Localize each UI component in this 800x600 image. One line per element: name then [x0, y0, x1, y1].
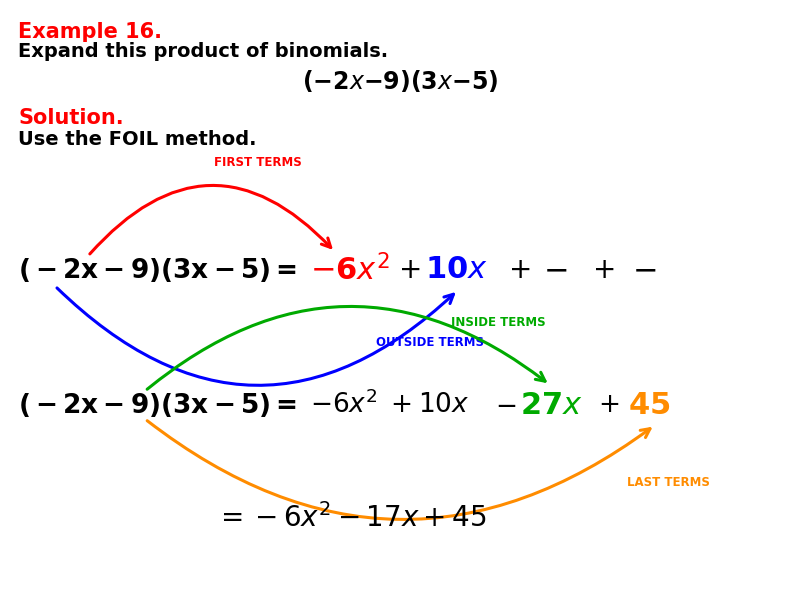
Text: Example 16.: Example 16. — [18, 22, 162, 42]
Text: $-$: $-$ — [632, 256, 656, 284]
Text: $10x$: $10x$ — [418, 392, 470, 418]
Text: $\bf{(}-2x-9\bf{)(}3x-\bf{5)}=$: $\bf{(}-2x-9\bf{)(}3x-\bf{5)}=$ — [18, 256, 297, 284]
Text: $-\mathbf{6}x^{2}$: $-\mathbf{6}x^{2}$ — [310, 254, 390, 286]
Text: $+$: $+$ — [592, 256, 614, 284]
Text: FIRST TERMS: FIRST TERMS — [214, 155, 302, 169]
Text: $+$: $+$ — [390, 392, 411, 418]
Text: $\mathbf{(-2}x\mathbf{-9)(3}x\mathbf{-5)}$: $\mathbf{(-2}x\mathbf{-9)(3}x\mathbf{-5)… — [302, 68, 498, 94]
Text: $+$: $+$ — [598, 392, 619, 418]
Text: Solution.: Solution. — [18, 108, 124, 128]
Text: $=-6x^{2}-17x+45$: $=-6x^{2}-17x+45$ — [215, 503, 486, 533]
Text: $\mathbf{27}x$: $\mathbf{27}x$ — [520, 391, 582, 419]
Text: INSIDE TERMS: INSIDE TERMS — [450, 317, 546, 329]
Text: $\bf{(}-2x-9\bf{)(}3x-\bf{5)}=$: $\bf{(}-2x-9\bf{)(}3x-\bf{5)}=$ — [18, 391, 297, 419]
Text: LAST TERMS: LAST TERMS — [626, 476, 710, 490]
Text: OUTSIDE TERMS: OUTSIDE TERMS — [376, 335, 484, 349]
Text: Expand this product of binomials.: Expand this product of binomials. — [18, 42, 388, 61]
Text: Use the FOIL method.: Use the FOIL method. — [18, 130, 257, 149]
Text: $-6x^{2}$: $-6x^{2}$ — [310, 391, 378, 419]
Text: $+$: $+$ — [398, 256, 420, 284]
Text: $+$: $+$ — [508, 256, 530, 284]
Text: $-$: $-$ — [495, 392, 516, 418]
Text: $\mathbf{10}x$: $\mathbf{10}x$ — [425, 256, 488, 284]
Text: $-$: $-$ — [543, 256, 567, 284]
Text: $\mathbf{45}$: $\mathbf{45}$ — [628, 391, 670, 419]
